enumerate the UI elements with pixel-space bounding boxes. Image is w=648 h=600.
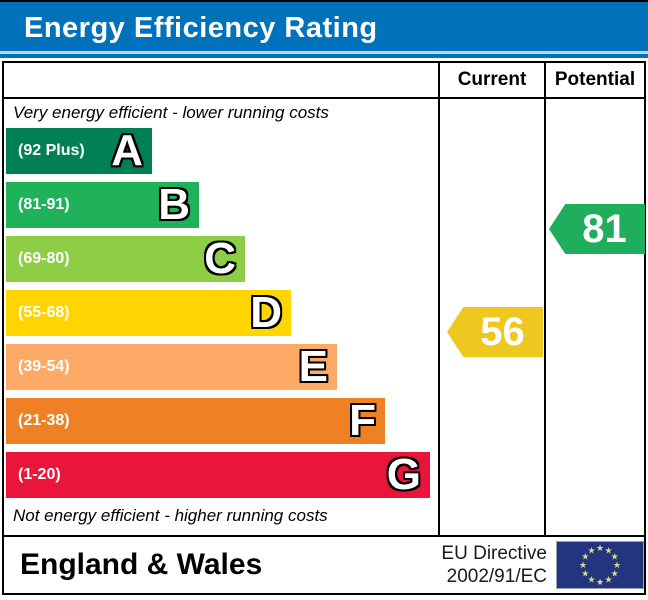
top-note: Very energy efficient - lower running co… [13, 103, 329, 122]
potential-rating-value: 81 [582, 207, 627, 251]
potential-column-header: Potential [554, 69, 636, 90]
current-column-divider [438, 63, 440, 535]
footer-row-divider [4, 535, 644, 537]
band-range-label: (92 Plus) [18, 142, 85, 159]
band-range-label: (1-20) [18, 466, 61, 483]
title-bar: Energy Efficiency Rating [0, 0, 648, 58]
potential-rating-arrow: 81 [549, 204, 645, 254]
band-d: (55-68) D [6, 290, 291, 336]
potential-column-divider [544, 63, 546, 535]
eu-star-icon: ★ [612, 560, 622, 570]
band-letter: A [111, 126, 143, 175]
band-range-label: (81-91) [18, 196, 70, 213]
band-range-label: (39-54) [18, 358, 70, 375]
eu-flag-icon: ★ ★ ★ ★ ★ ★ ★ ★ ★ ★ ★ ★ [556, 541, 644, 589]
band-c: (69-80) C [6, 236, 245, 282]
band-e: (39-54) E [6, 344, 337, 390]
band-range-label: (69-80) [18, 250, 70, 267]
eu-star-icon: ★ [578, 560, 588, 570]
current-column-header: Current [457, 69, 527, 90]
band-range-label: (21-38) [18, 412, 70, 429]
eu-star-icon: ★ [604, 574, 613, 585]
current-rating-value: 56 [480, 310, 525, 354]
band-letter: E [298, 342, 328, 391]
eu-star-icon: ★ [595, 577, 605, 587]
band-b: (81-91) B [6, 182, 199, 228]
band-g: (1-20) G [6, 452, 430, 498]
title-divider-stripe [0, 51, 648, 54]
band-letter: D [250, 288, 282, 337]
page-title: Energy Efficiency Rating [24, 12, 378, 44]
eu-star-icon: ★ [610, 568, 619, 579]
band-a: (92 Plus) A [6, 128, 152, 174]
rating-table: Current Potential Very energy efficient … [2, 61, 646, 595]
band-letter: B [158, 180, 190, 229]
eu-directive-line2: 2002/91/EC [446, 566, 547, 587]
band-letter: G [386, 450, 421, 499]
current-rating-arrow: 56 [447, 307, 543, 357]
eu-star-icon: ★ [581, 551, 590, 562]
bottom-note: Not energy efficient - higher running co… [13, 506, 328, 525]
eu-directive-label: EU Directive 2002/91/EC [441, 542, 547, 588]
eu-star-icon: ★ [610, 551, 619, 562]
eu-star-icon: ★ [581, 568, 590, 579]
band-letter: F [349, 396, 376, 445]
band-range-label: (55-68) [18, 304, 70, 321]
region-label: England & Wales [20, 548, 263, 581]
eu-star-icon: ★ [587, 574, 596, 585]
eu-directive-line1: EU Directive [441, 543, 547, 564]
eu-star-icon: ★ [587, 545, 596, 556]
eu-star-icon: ★ [595, 543, 605, 553]
band-letter: C [204, 234, 236, 283]
band-f: (21-38) F [6, 398, 385, 444]
header-row-divider [4, 97, 644, 99]
eu-star-icon: ★ [604, 545, 613, 556]
